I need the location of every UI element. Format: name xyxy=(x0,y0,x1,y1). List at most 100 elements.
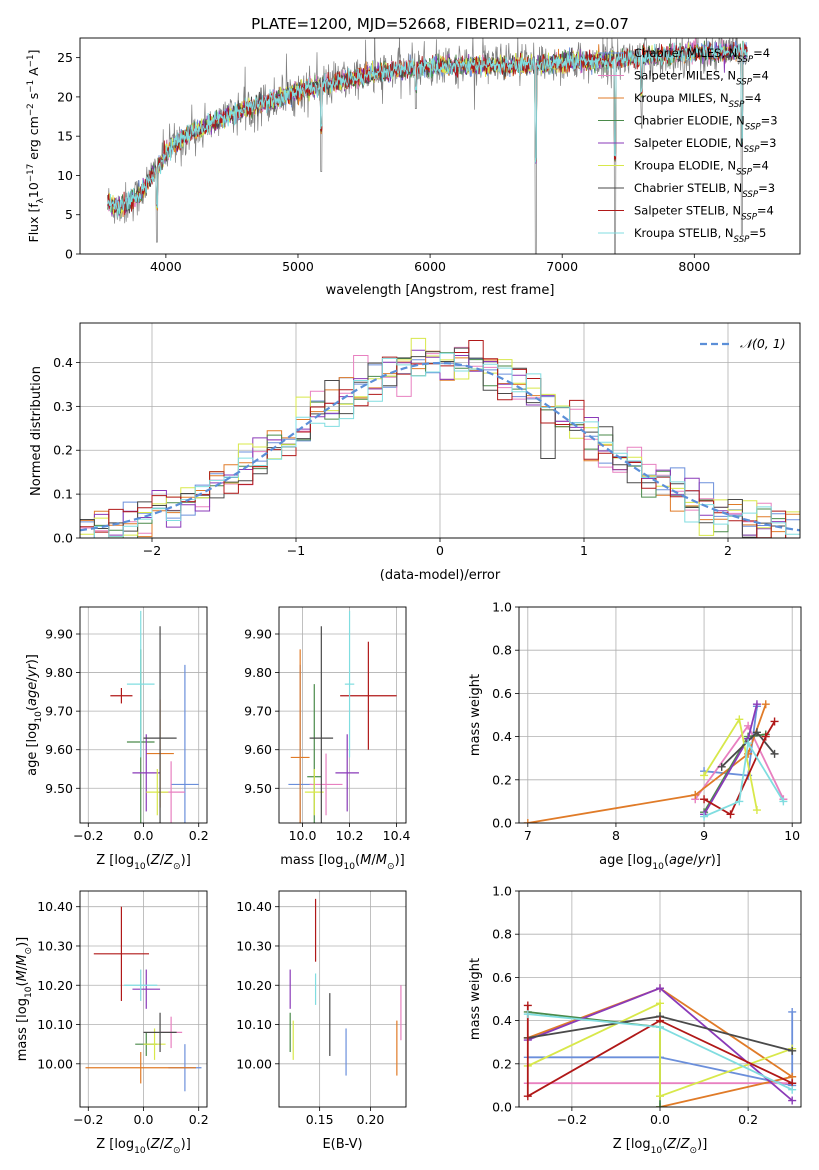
axes-frame xyxy=(79,606,208,824)
residuals-legend: 𝒩(0, 1) xyxy=(700,336,786,351)
weight-marker xyxy=(770,717,779,726)
label-part: −2 xyxy=(26,103,36,116)
label-part: ⊙ xyxy=(387,862,395,872)
label-part: λ xyxy=(36,198,46,203)
weight-line xyxy=(527,1001,793,1098)
x-tick-label: 7000 xyxy=(546,259,578,274)
legend-label-sub: SSP xyxy=(741,213,758,223)
axes-frame xyxy=(79,322,801,539)
label-part: −1 xyxy=(26,54,36,67)
y-tick-label: 9.60 xyxy=(244,742,272,757)
plot-area xyxy=(523,984,797,1107)
label-part: ⊙ xyxy=(690,1146,698,1156)
label-part: age [log xyxy=(25,723,40,776)
weight-marker xyxy=(700,771,709,780)
y-tick-label: 0.3 xyxy=(53,399,73,414)
axes-frame xyxy=(79,890,208,1108)
x-tick-label: 8000 xyxy=(678,259,710,274)
weight-marker xyxy=(700,795,709,804)
y-tick-label: 0.1 xyxy=(53,487,73,502)
label-part: ( xyxy=(664,853,669,868)
weight-line xyxy=(527,987,795,1107)
y-tick-label: 0.2 xyxy=(53,443,73,458)
y-tick-label: 0.4 xyxy=(492,1013,512,1028)
x-axis-label: Z [log10(Z/Z⊙)] xyxy=(96,853,191,872)
weight-line xyxy=(703,740,785,818)
weight-marker xyxy=(726,810,735,819)
legend-label: 𝒩(0, 1) xyxy=(740,336,786,351)
legend-label-sub: SSP xyxy=(734,235,751,245)
weight-marker xyxy=(788,1007,797,1016)
model-spectrum-line xyxy=(107,41,748,218)
x-tick-label: 4000 xyxy=(150,259,182,274)
mass-age-panel: 10.0 10.2 10.4 9.50 9.60 9.70 9.80 9.90 mass [lo… xyxy=(244,606,411,872)
weight-marker xyxy=(717,762,726,771)
y-tick-label: 25 xyxy=(57,50,73,65)
x-tick-label: −1 xyxy=(287,543,305,558)
y-tick-label: 10.40 xyxy=(236,899,272,914)
y-tick-label: 0.2 xyxy=(492,1056,512,1071)
weight-line xyxy=(703,721,776,816)
label-part: / xyxy=(160,1137,165,1152)
z-mass-panel: −0.2 0.0 0.2 10.00 10.10 10.20 10.30 10.40 Z [lo… xyxy=(15,890,209,1156)
y-tick-label: 10.00 xyxy=(37,1056,73,1071)
legend-label-tail: =3 xyxy=(761,114,778,128)
x-tick-label: 1 xyxy=(580,543,588,558)
x-tick-label: 0.15 xyxy=(306,1112,334,1127)
label-part: Z xyxy=(680,1137,691,1152)
axes-frame xyxy=(518,890,802,1108)
weight-marker xyxy=(656,984,664,993)
x-axis-label: wavelength [Angstrom, rest frame] xyxy=(326,283,555,298)
label-part: Z xyxy=(150,1137,161,1152)
x-tick-label: 8 xyxy=(612,828,620,843)
legend-label: Salpeter ELODIE, NSSP=3 xyxy=(634,136,776,155)
figure-title: PLATE=1200, MJD=52668, FIBERID=0211, z=0… xyxy=(251,15,629,33)
label-part: mass [log xyxy=(280,853,343,868)
label-part: )] xyxy=(15,937,30,947)
legend-label-text: Salpeter ELODIE, N xyxy=(634,136,744,150)
weight-marker xyxy=(779,797,788,806)
legend-label-sub: SSP xyxy=(736,168,753,178)
x-tick-label: 7 xyxy=(524,828,532,843)
weight-marker xyxy=(700,812,709,821)
label-part: 10 xyxy=(34,711,44,723)
label-part: M xyxy=(15,955,30,966)
label-part: )] xyxy=(181,853,191,868)
label-part: 10 xyxy=(652,862,664,872)
legend-label-sub: SSP xyxy=(742,190,759,200)
weight-marker xyxy=(735,797,744,806)
y-tick-label: 15 xyxy=(57,129,73,144)
weight-marker xyxy=(523,1092,532,1101)
label-part: ( xyxy=(146,853,151,868)
y-tick-label: 0.4 xyxy=(492,729,512,744)
y-tick-label: 5 xyxy=(65,207,73,222)
y-tick-label: 10.40 xyxy=(37,899,73,914)
label-part: −17 xyxy=(26,164,36,182)
x-tick-label: −0.2 xyxy=(73,1112,103,1127)
label-part: / xyxy=(676,1137,681,1152)
z-weight-panel: −0.2 0.0 0.20.00.20.40.60.81.0Z [log10(Z/Z… xyxy=(468,884,802,1156)
weight-marker xyxy=(523,1010,532,1019)
label-part: 10 xyxy=(134,862,146,872)
label-part: Z [log xyxy=(96,853,134,868)
plot-area xyxy=(85,906,202,1092)
label-part: / xyxy=(693,853,698,868)
y-tick-label: 0.8 xyxy=(492,643,512,658)
label-part: A xyxy=(26,67,41,80)
label-part: / xyxy=(371,853,376,868)
legend-label: Salpeter STELIB, NSSP=4 xyxy=(634,204,774,223)
label-part: Z xyxy=(163,853,174,868)
y-tick-label: 9.70 xyxy=(244,704,272,719)
legend-label-text: Kroupa MILES, N xyxy=(634,91,729,105)
label-part: M xyxy=(376,853,387,868)
label-part: ( xyxy=(15,981,30,986)
weight-marker xyxy=(656,1023,664,1032)
label-part: 10 xyxy=(343,862,355,872)
legend-label: Chabrier MILES, NSSP=4 xyxy=(634,46,770,65)
x-axis-label: Z [log10(Z/Z⊙)] xyxy=(96,1137,191,1156)
y-tick-label: 0.6 xyxy=(492,970,512,985)
y-tick-label: 9.50 xyxy=(45,781,73,796)
label-part: )] xyxy=(697,1137,707,1152)
weight-marker xyxy=(752,806,761,815)
